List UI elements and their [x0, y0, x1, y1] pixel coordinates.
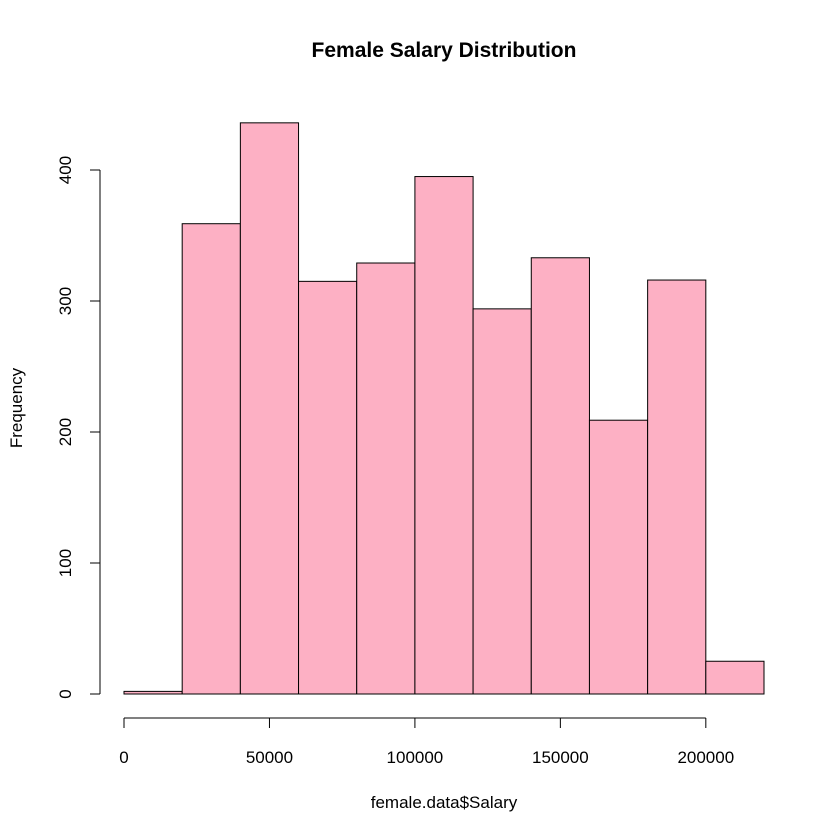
y-tick-label: 100	[56, 549, 75, 577]
histogram-bar	[298, 280, 358, 695]
x-tick-label: 150000	[532, 748, 589, 767]
histogram-bar	[647, 279, 707, 695]
histogram-bar	[356, 262, 416, 695]
y-axis-label: Frequency	[7, 367, 26, 448]
histogram-bar	[705, 660, 765, 695]
y-axis: 0 100 200 300 400	[56, 156, 101, 699]
bars-group	[123, 122, 765, 695]
y-tick-label: 400	[56, 156, 75, 184]
x-tick-label: 200000	[677, 748, 734, 767]
y-tick-label: 300	[56, 287, 75, 315]
histogram-bar	[239, 122, 300, 695]
x-tick-label: 50000	[246, 748, 293, 767]
histogram-bar	[414, 176, 474, 695]
x-tick-label: 0	[119, 748, 128, 767]
x-axis: 0 50000 100000 150000 200000	[119, 717, 734, 767]
y-tick-label: 0	[56, 689, 75, 698]
histogram-bar	[588, 419, 649, 695]
histogram-bar	[530, 257, 590, 695]
x-axis-label: female.data$Salary	[371, 793, 518, 812]
histogram-bar	[181, 223, 241, 695]
histogram-bar	[123, 690, 183, 695]
chart-title: Female Salary Distribution	[312, 39, 577, 62]
x-tick-label: 100000	[387, 748, 444, 767]
y-tick-label: 200	[56, 418, 75, 446]
histogram-bar	[472, 308, 532, 695]
